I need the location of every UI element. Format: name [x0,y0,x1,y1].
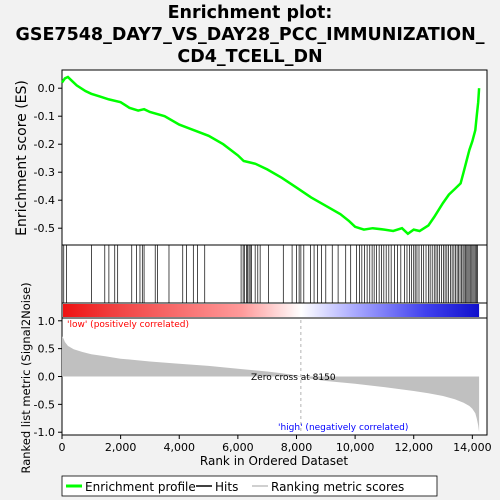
es-ytick-label: -0.4 [34,194,55,207]
metric-xtick-label: 8,000 [281,441,313,454]
high-annotation: 'high' (negatively correlated) [278,423,408,433]
es-ytick-label: -0.2 [34,138,55,151]
title-line-3: CD4_TCELL_DN [177,47,323,67]
es-panel [61,69,488,246]
metric-area [62,336,480,433]
es-ytick-label: -0.1 [34,110,55,123]
es-line [60,75,481,236]
legend-es-label: Enrichment profile [85,480,196,494]
metric-xtick-label: 10,000 [336,441,375,454]
metric-ytick-label: 0.5 [38,343,56,356]
es-ytick-label: 0.0 [38,82,56,95]
metric-xtick-label: 4,000 [163,441,195,454]
legend-box [61,475,438,497]
es-ytick-label: -0.5 [34,222,55,235]
metric-xtick-label: 0 [59,441,66,454]
chart-title: Enrichment plot: GSE7548_DAY7_VS_DAY28_P… [0,2,500,68]
low-annotation: 'low' (positively correlated) [67,320,189,330]
metric-ytick-label: -0.5 [34,398,55,411]
metric-ylabel: Ranked list metric (Signal2Noise) [19,282,33,473]
title-line-2: GSE7548_DAY7_VS_DAY28_PCC_IMMUNIZATION_ [15,25,485,45]
metric-xtick-label: 6,000 [222,441,254,454]
correlation-band [63,304,480,317]
metric-ytick-label: -1.0 [34,426,55,439]
legend-metric-label: Ranking metric scores [271,480,404,494]
metric-ytick-label: 1.0 [38,315,56,328]
metric-xtick-label: 2,000 [105,441,137,454]
metric-xtick-label: 12,000 [394,441,433,454]
legend-hits-label: Hits [215,480,238,494]
title-line-1: Enrichment plot: [167,3,333,23]
hits-panel [61,244,488,304]
es-ytick-label: -0.3 [34,166,55,179]
metric-ytick-label: 0.0 [38,371,56,384]
legend: Enrichment profile Hits Ranking metric s… [61,475,438,497]
metric-xlabel: Rank in Ordered Dataset [200,454,348,468]
zero-cross-annotation: Zero cross at 8150 [251,373,336,383]
es-ylabel: Enrichment score (ES) [14,80,30,236]
metric-xtick-label: 14,000 [453,441,492,454]
